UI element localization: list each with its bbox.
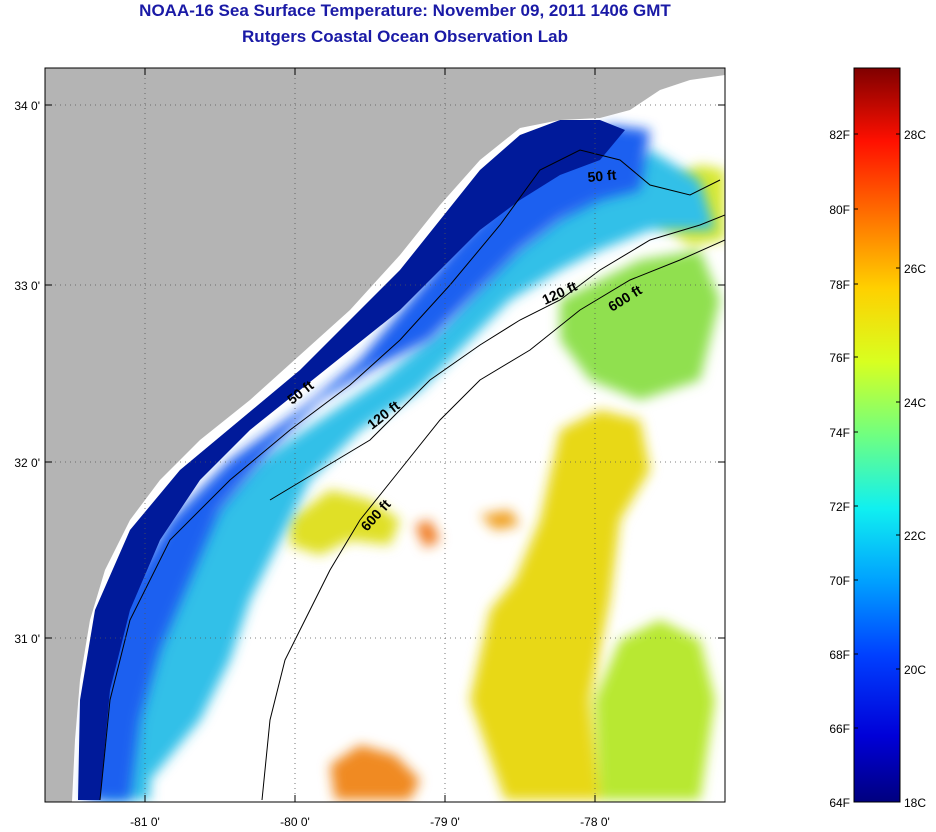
map-subtitle: Rutgers Coastal Ocean Observation Lab [242,27,568,46]
cb-c-22: 22C [904,529,926,543]
tick-marks [45,68,725,802]
cb-f-72: 72F [829,500,850,514]
cb-c-20: 20C [904,663,926,677]
orange-patch-mid [415,520,440,548]
cb-c-26: 26C [904,262,926,276]
lat-label-33: 33 0' [14,279,40,293]
coastal-mid-band [85,125,650,800]
lon-label-78: -78 0' [580,815,610,829]
cb-f-64: 64F [829,796,850,810]
cb-f-76: 76F [829,351,850,365]
shelf-yellow-patch [290,490,400,555]
land-mass [45,68,725,802]
map-panel: 50 ft 120 ft 600 ft 50 ft 120 ft 600 ft [45,68,725,802]
lon-label-80: -80 0' [280,815,310,829]
east-green-patch [560,250,720,400]
lat-label-32: 32 0' [14,456,40,470]
depth-contours [99,149,725,801]
cb-f-66: 66F [829,722,850,736]
gulf-stream-green-east [595,620,715,800]
lat-label-34: 34 0' [14,99,40,113]
cb-f-80: 80F [829,203,850,217]
cb-f-68: 68F [829,648,850,662]
colorbar-ramp [853,67,901,803]
lat-label-31: 31 0' [14,632,40,646]
contour-120ft [269,214,725,501]
orange-patch-small [480,510,520,530]
coastal-temperature-bands [78,120,715,800]
colorbar: 82F 80F 78F 76F 74F 72F 70F 68F 66F 64F … [829,67,926,810]
orange-patch-south [330,745,420,800]
lon-label-79: -79 0' [430,815,460,829]
colorbar-fahrenheit-ticks [854,133,858,729]
warm-water-patches [290,165,725,800]
cb-f-82: 82F [829,128,850,142]
cb-f-70: 70F [829,574,850,588]
cb-c-24: 24C [904,396,926,410]
shelf-cyan-band [100,150,715,800]
cb-c-18: 18C [904,796,926,810]
cb-c-28: 28C [904,128,926,142]
contour-600ft [261,239,725,801]
contour-label-50ft-north: 50 ft [587,167,617,185]
colorbar-celsius-ticks [896,133,900,670]
gulf-stream-yellow [470,410,650,800]
map-title: NOAA-16 Sea Surface Temperature: Novembe… [139,1,671,20]
lon-label-81: -81 0' [130,815,160,829]
cb-f-78: 78F [829,278,850,292]
map-frame [44,67,726,803]
cb-f-74: 74F [829,426,850,440]
graticule [45,68,725,802]
contour-50ft [99,149,721,801]
